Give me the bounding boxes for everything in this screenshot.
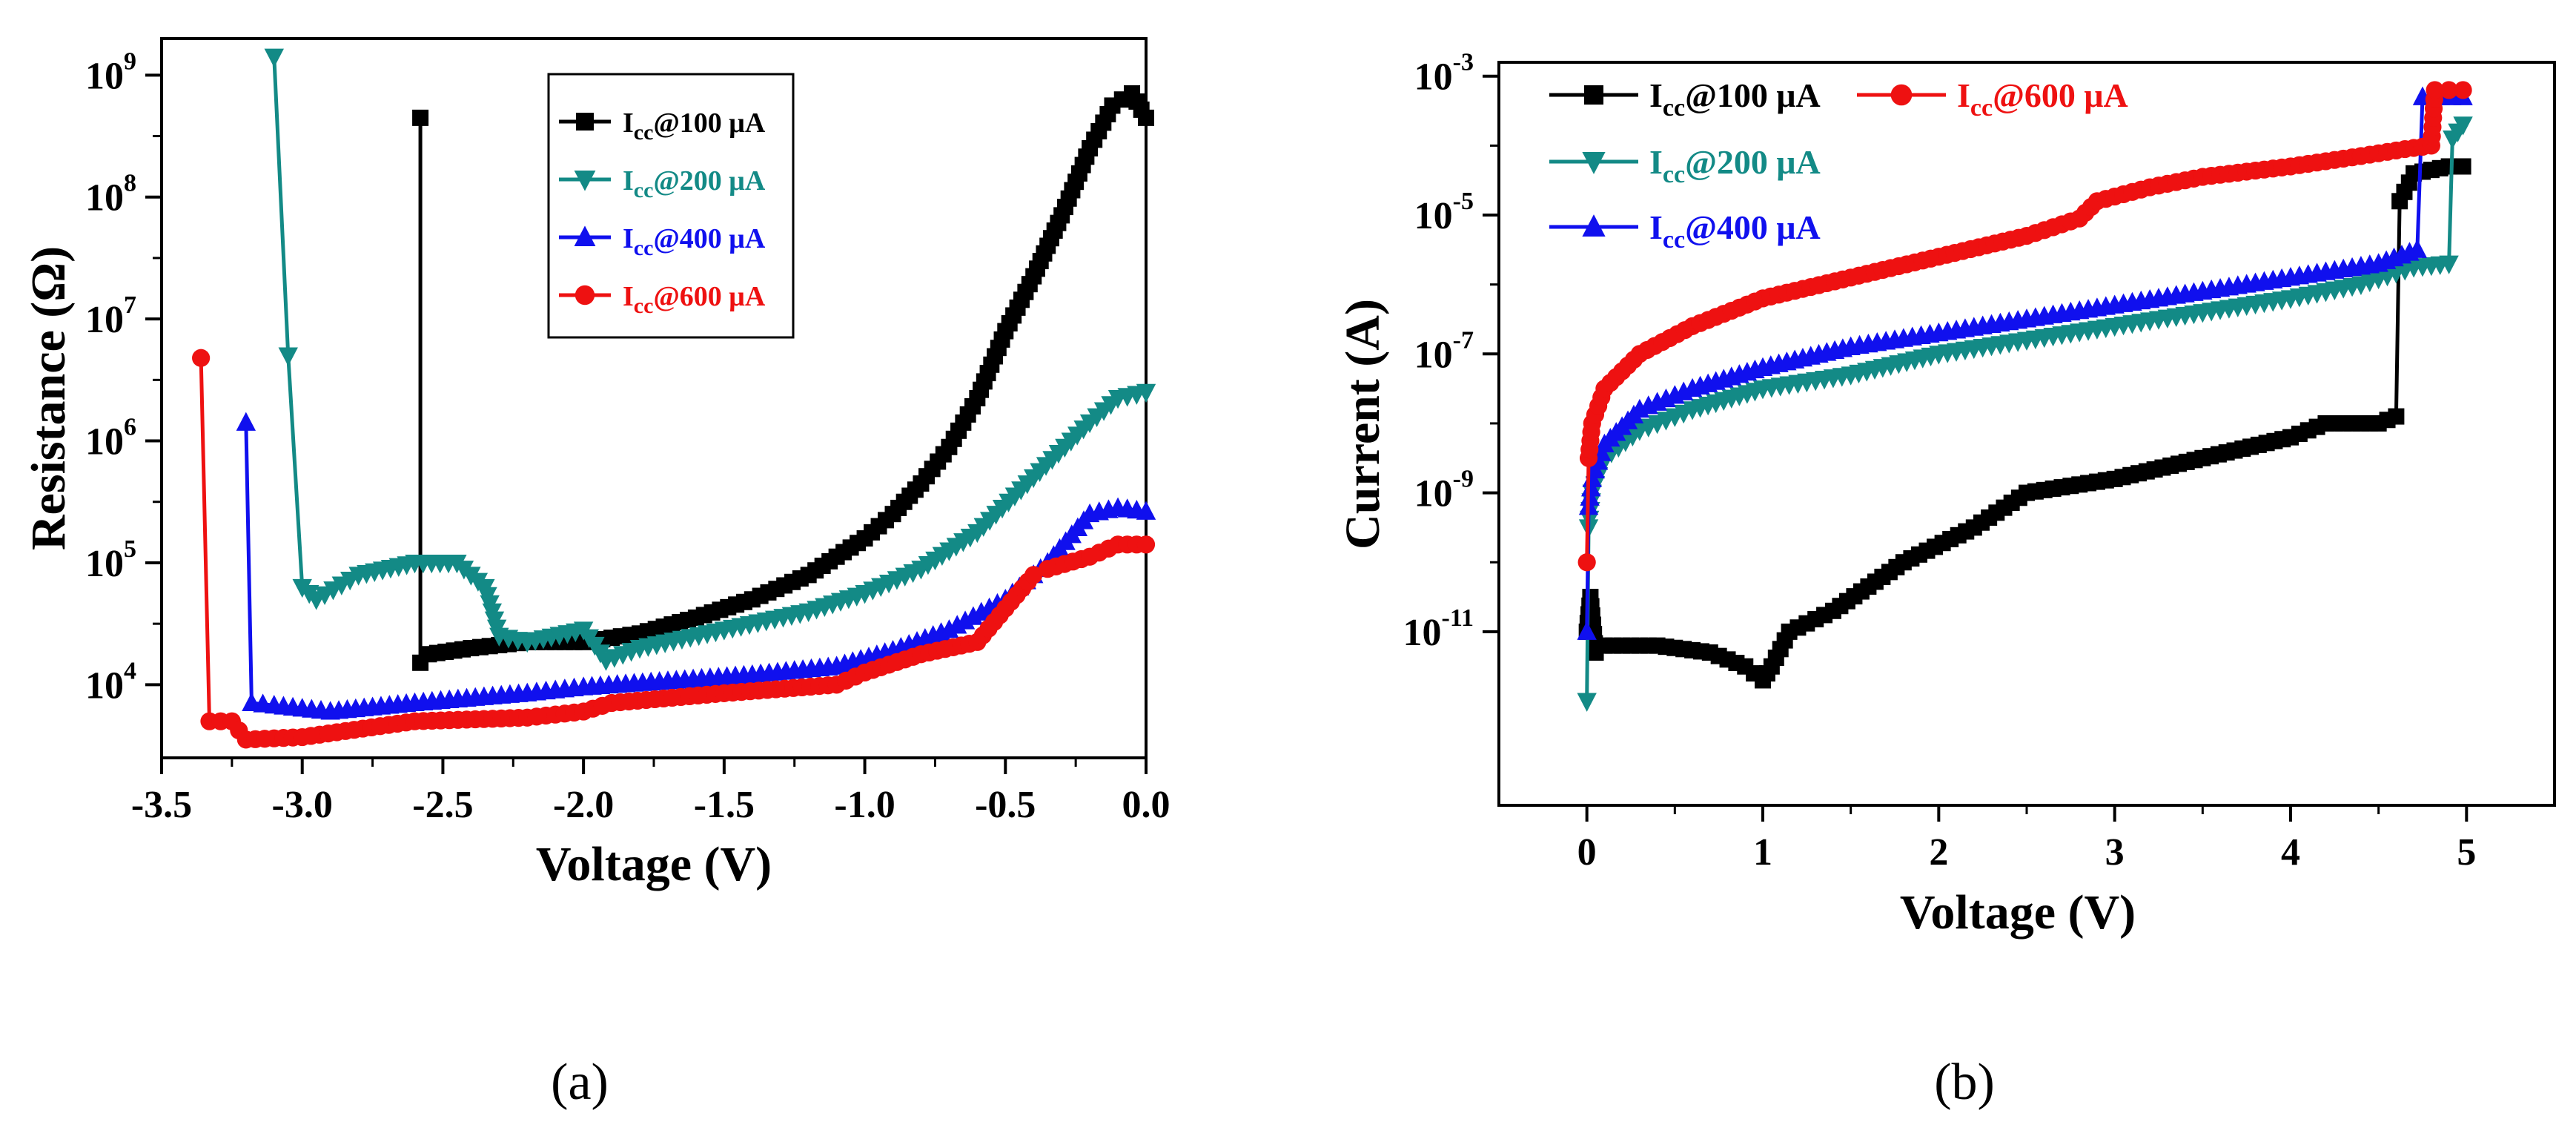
legend-label: Icc@200 μA [623,165,766,202]
legend-label: Icc@400 μA [623,223,766,260]
series-circle-3 [1577,81,2472,572]
data-point [1577,553,1596,572]
legend-marker [574,225,596,246]
panel-b-ticks: 0 1 2 3 4 5 10-11 10-9 10-7 10-5 10-3 [1403,49,2477,874]
x-tick-label: -2.5 [412,784,473,826]
panel-b-label: (b) [1934,1054,1995,1111]
legend-marker [1582,214,1606,237]
panel-a-ticks: -3.5 -3.0 -2.5 -2.0 -1.5 -1.0 -0.5 0.0 104 105 106… [85,47,1171,826]
x-tick-label: 5 [2457,831,2476,874]
panel-a-x-axis-label: Voltage (V) [536,837,772,891]
panel-a-label: (a) [551,1054,609,1111]
legend-entry: Icc@400 μA [559,223,766,260]
x-tick-label: -1.0 [834,784,895,826]
legend-entry: Icc@200 μA [1549,143,1821,188]
data-point [1024,566,1043,584]
panel-b-x-axis-label: Voltage (V) [1900,885,2136,940]
legend-entry: Icc@400 μA [1549,208,1821,254]
y-tick-label: 107 [85,291,136,341]
data-point [278,347,298,366]
data-point [192,349,211,367]
series-square-0 [412,85,1154,671]
y-tick-label: 108 [85,170,136,219]
legend-label: Icc@100 μA [623,108,766,145]
y-tick-label: 10-9 [1414,466,1474,515]
y-tick-label: 10-3 [1414,49,1474,99]
y-tick-label: 109 [85,47,136,97]
x-tick-label: 4 [2281,831,2300,874]
data-point [1136,501,1156,520]
panel-b-series [1577,81,2473,712]
data-point [2440,158,2457,175]
legend-marker [574,171,596,191]
legend-marker [576,113,594,131]
y-tick-label: 104 [85,657,136,707]
data-point [2454,81,2472,99]
data-point [1136,383,1156,403]
panel-a-legend: Icc@100 μA Icc@200 μA Icc@400 μA Icc@600 μA [547,73,795,339]
x-tick-label: 1 [1753,831,1772,874]
legend-label: Icc@400 μA [1649,208,1821,254]
series-circle-3 [192,349,1156,749]
x-tick-label: -3.5 [131,784,192,826]
legend-label: Icc@200 μA [1649,143,1821,188]
series-square-0 [1578,158,2471,689]
data-point [412,109,429,126]
data-point [1577,621,1597,640]
y-tick-label: 105 [85,535,136,585]
legend-marker [1584,85,1603,105]
legend-entry: Icc@200 μA [559,165,766,202]
legend-label: Icc@600 μA [1957,76,2128,122]
x-tick-label: 0.0 [1122,784,1171,826]
x-tick-label: 2 [1929,831,1948,874]
series-triangle-up-2 [1577,86,2473,640]
x-tick-label: 0 [1577,831,1597,874]
x-tick-label: -3.0 [272,784,333,826]
legend-entry: Icc@100 μA [559,108,766,145]
panel-b-y-axis-label: Current (A) [1336,299,1390,549]
panel-b-legend: Icc@100 μA Icc@200 μA Icc@400 μA Icc@600 μA [1549,76,2128,254]
legend-label: Icc@600 μA [623,281,766,318]
legend-entry: Icc@600 μA [1857,76,2128,122]
legend-marker [575,285,595,306]
data-point [2440,81,2458,99]
data-point [1136,535,1156,554]
y-tick-label: 10-5 [1414,188,1474,237]
y-tick-label: 106 [85,414,136,463]
data-point [1138,109,1154,126]
legend-marker [1890,84,1913,106]
data-point [2453,116,2473,136]
series-triangle-down-1 [1577,116,2473,712]
data-point [2407,239,2428,258]
data-point [2454,158,2471,175]
x-tick-label: -0.5 [975,784,1036,826]
y-tick-label: 10-7 [1414,326,1474,376]
legend-marker [1582,152,1606,174]
data-point [2439,255,2459,274]
data-point [1577,693,1597,712]
legend-label: Icc@100 μA [1649,76,1821,122]
data-point [2426,81,2444,99]
panel-a-y-axis-label: Resistance (Ω) [21,246,76,550]
data-point [2388,408,2405,425]
x-tick-label: -1.5 [694,784,755,826]
series-triangle-down-1 [264,48,1156,671]
panel-a-series [192,48,1156,749]
data-point [264,48,284,67]
data-point [236,412,256,431]
x-tick-label: -2.0 [553,784,614,826]
legend-entry: Icc@100 μA [1549,76,1821,122]
y-tick-label: 10-11 [1403,604,1474,654]
legend-entry: Icc@600 μA [559,281,766,318]
x-tick-label: 3 [2105,831,2125,874]
panel-a-resistance-chart: -3.5 -3.0 -2.5 -2.0 -1.5 -1.0 -0.5 0.0 104 105 106… [21,37,1171,1111]
